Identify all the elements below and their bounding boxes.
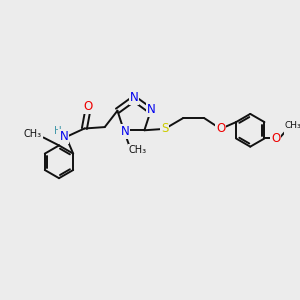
Text: CH₃: CH₃ bbox=[24, 129, 42, 139]
Text: N: N bbox=[121, 125, 129, 138]
Text: CH₃: CH₃ bbox=[284, 121, 300, 130]
Text: O: O bbox=[271, 132, 280, 145]
Text: O: O bbox=[216, 122, 225, 135]
Text: H: H bbox=[54, 126, 62, 136]
Text: S: S bbox=[161, 122, 168, 135]
Text: CH₃: CH₃ bbox=[129, 145, 147, 155]
Text: N: N bbox=[147, 103, 156, 116]
Text: O: O bbox=[83, 100, 92, 113]
Text: N: N bbox=[59, 130, 68, 143]
Text: N: N bbox=[130, 91, 139, 104]
